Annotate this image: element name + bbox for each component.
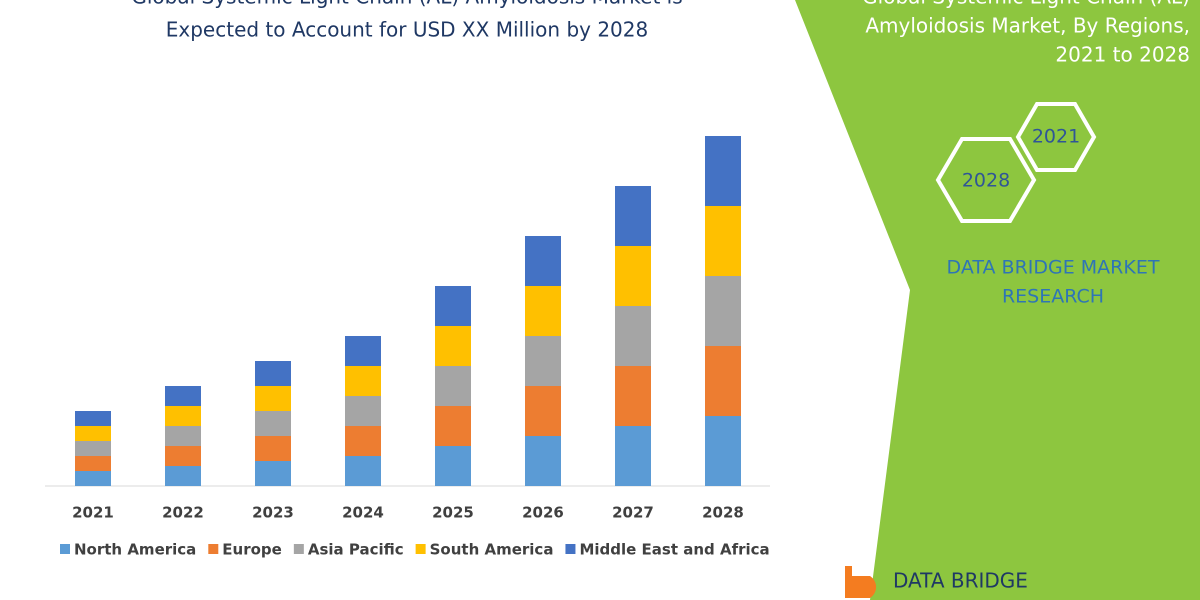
panel-title: Global Systemic Light Chain (AL) [862, 0, 1190, 9]
legend-swatch [415, 544, 426, 554]
legend-label: North America [74, 541, 196, 559]
bar-segment [435, 366, 471, 406]
bar-segment [345, 426, 381, 456]
bar-segment [435, 326, 471, 366]
bar-segment [615, 186, 651, 246]
bar-segment [345, 366, 381, 396]
bar-segment [525, 386, 561, 436]
legend-swatch [293, 544, 304, 554]
bar-segment [255, 436, 291, 461]
bar-segment [255, 461, 291, 486]
bar-segment [435, 446, 471, 486]
bar-segment [75, 441, 111, 456]
x-tick-label: 2022 [162, 504, 204, 522]
legend-label: Asia Pacific [308, 541, 404, 559]
logo-icon [845, 566, 877, 598]
legend-label: South America [430, 541, 554, 559]
legend-swatch [60, 544, 70, 554]
logo-text: DATA BRIDGE [893, 569, 1028, 593]
x-tick-label: 2026 [522, 504, 564, 522]
chart-title: Expected to Account for USD XX Million b… [166, 18, 648, 42]
bar-segment [435, 286, 471, 326]
x-tick-label: 2024 [342, 504, 384, 522]
bar-segment [345, 396, 381, 426]
chart-title: Global Systemic Light Chain (AL) Amyloid… [131, 0, 682, 9]
x-tick-label: 2021 [72, 504, 114, 522]
brand-text: DATA BRIDGE MARKET [947, 257, 1160, 279]
legend-label: Europe [222, 541, 282, 559]
badge-label: 2028 [962, 170, 1010, 192]
bar-segment [165, 406, 201, 426]
bar-segment [525, 436, 561, 486]
bar-segment [255, 361, 291, 386]
bar-segment [705, 206, 741, 276]
panel-title: 2021 to 2028 [1055, 43, 1190, 67]
bar-segment [615, 426, 651, 486]
bar-segment [255, 386, 291, 411]
bar-segment [525, 286, 561, 336]
badge-label: 2021 [1032, 126, 1080, 148]
bar-segment [75, 426, 111, 441]
bar-segment [165, 426, 201, 446]
x-tick-label: 2023 [252, 504, 294, 522]
x-tick-label: 2027 [612, 504, 654, 522]
bar-segment [75, 471, 111, 486]
panel-title: Amyloidosis Market, By Regions, [865, 14, 1190, 38]
x-tick-label: 2025 [432, 504, 474, 522]
bar-segment [705, 416, 741, 486]
bar-segment [705, 136, 741, 206]
bar-segment [75, 456, 111, 471]
legend-swatch [208, 544, 219, 554]
bar-segment [615, 246, 651, 306]
bar-segment [435, 406, 471, 446]
bar-segment [615, 306, 651, 366]
bar-segment [525, 336, 561, 386]
x-tick-label: 2028 [702, 504, 744, 522]
bar-segment [165, 386, 201, 406]
side-panel [795, 0, 1200, 600]
legend-swatch [565, 544, 576, 554]
bar-segment [705, 276, 741, 346]
bar-segment [345, 456, 381, 486]
bar-segment [165, 466, 201, 486]
legend-label: Middle East and Africa [579, 541, 769, 559]
hexagon [1015, 102, 1097, 172]
bar-segment [75, 411, 111, 426]
bar-segment [345, 336, 381, 366]
bar-segment [165, 446, 201, 466]
brand-text: RESEARCH [1002, 286, 1104, 308]
bar-segment [615, 366, 651, 426]
bar-segment [705, 346, 741, 416]
bar-segment [255, 411, 291, 436]
hexagon [935, 137, 1037, 223]
bar-segment [525, 236, 561, 286]
